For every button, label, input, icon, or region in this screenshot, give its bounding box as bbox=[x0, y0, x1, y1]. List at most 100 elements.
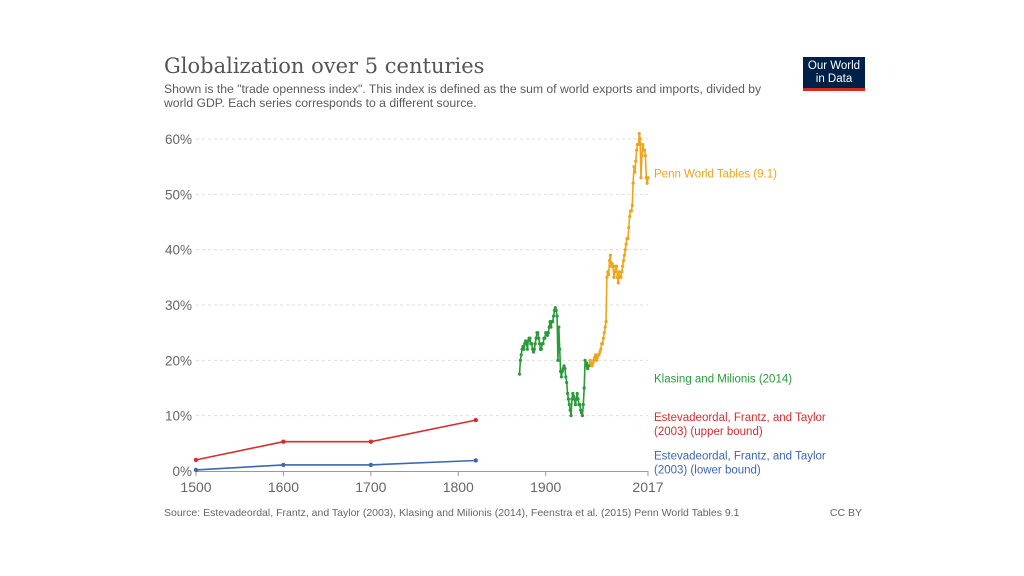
grid-lines bbox=[196, 138, 648, 417]
data-point bbox=[517, 372, 522, 376]
data-point bbox=[645, 181, 649, 185]
data-point bbox=[638, 137, 642, 141]
data-point bbox=[595, 355, 599, 360]
data-point bbox=[614, 264, 619, 268]
logo-line-1: Our World bbox=[807, 60, 861, 72]
data-point bbox=[581, 403, 585, 407]
data-point bbox=[597, 353, 601, 357]
data-point bbox=[572, 394, 576, 398]
data-point bbox=[528, 336, 532, 340]
data-point bbox=[546, 331, 550, 335]
data-point bbox=[642, 148, 647, 152]
data-point bbox=[571, 391, 575, 396]
data-point bbox=[641, 142, 645, 147]
data-point bbox=[594, 358, 599, 362]
data-point bbox=[543, 336, 547, 340]
data-point bbox=[570, 397, 574, 401]
axes: 0% 10% 20% 30% 40% 50% 60% 1500 1600 1700 1800 1900… bbox=[165, 132, 664, 495]
data-point bbox=[559, 375, 564, 379]
data-point bbox=[580, 414, 585, 418]
series-label: Estevadeordal, Frantz, and Taylor bbox=[654, 450, 826, 462]
data-point bbox=[626, 237, 630, 241]
data-point bbox=[368, 462, 374, 468]
data-point bbox=[524, 339, 528, 343]
data-point bbox=[281, 462, 286, 468]
data-point bbox=[566, 397, 571, 401]
y-tick-label: 40% bbox=[165, 243, 192, 258]
data-point bbox=[624, 242, 628, 246]
data-point bbox=[567, 403, 571, 407]
data-point bbox=[533, 342, 537, 346]
data-point bbox=[568, 408, 572, 412]
owid-logo[interactable]: Our World in Data bbox=[803, 57, 865, 91]
data-point bbox=[281, 439, 286, 444]
data-point bbox=[590, 364, 594, 368]
data-point bbox=[607, 272, 611, 277]
data-point bbox=[598, 350, 602, 354]
data-point bbox=[588, 358, 592, 362]
data-point bbox=[539, 347, 543, 351]
data-point bbox=[630, 203, 634, 207]
data-point bbox=[573, 403, 578, 407]
data-point bbox=[563, 367, 567, 371]
x-tick-label: 1900 bbox=[530, 479, 561, 495]
data-point bbox=[591, 361, 595, 365]
data-point bbox=[637, 131, 641, 136]
data-point bbox=[579, 411, 584, 415]
series-line bbox=[195, 419, 476, 461]
series-label: Klasing and Milionis (2014) bbox=[654, 373, 792, 385]
data-point bbox=[619, 275, 623, 279]
data-point bbox=[585, 361, 589, 365]
data-point bbox=[583, 358, 587, 362]
data-point bbox=[524, 342, 529, 346]
data-point bbox=[616, 281, 620, 285]
data-point bbox=[643, 154, 647, 158]
data-point bbox=[569, 414, 573, 418]
data-point bbox=[603, 325, 607, 329]
line-chart: 0% 10% 20% 30% 40% 50% 60% 1500 1600 1700 1800 1900… bbox=[165, 131, 826, 495]
series-labels: Penn World Tables (9.1) Klasing and Milio… bbox=[654, 169, 826, 477]
data-point bbox=[556, 358, 560, 362]
data-point bbox=[646, 176, 650, 180]
data-point bbox=[537, 342, 542, 346]
data-point bbox=[584, 364, 588, 368]
data-point bbox=[582, 386, 586, 390]
data-point bbox=[635, 148, 639, 152]
data-point bbox=[522, 347, 526, 351]
y-tick-label: 50% bbox=[165, 187, 192, 202]
x-tick-label: 1600 bbox=[268, 479, 299, 495]
data-point bbox=[636, 142, 640, 147]
license-link[interactable]: CC BY bbox=[829, 507, 862, 519]
data-point bbox=[593, 355, 597, 360]
data-point bbox=[473, 417, 478, 423]
data-point bbox=[615, 275, 620, 279]
data-point bbox=[586, 364, 591, 368]
series-label: Penn World Tables (9.1) bbox=[654, 169, 777, 181]
data-point bbox=[623, 248, 627, 252]
data-point bbox=[193, 467, 199, 473]
y-tick-label: 10% bbox=[165, 409, 192, 424]
y-tick-label: 20% bbox=[165, 353, 192, 368]
data-point bbox=[578, 403, 582, 407]
data-point bbox=[576, 397, 580, 401]
x-tick-label: 1500 bbox=[180, 479, 211, 495]
data-point bbox=[610, 261, 614, 266]
series-line bbox=[195, 459, 476, 471]
data-point bbox=[193, 457, 199, 463]
data-point bbox=[605, 275, 609, 279]
data-point bbox=[621, 264, 625, 268]
data-point bbox=[565, 391, 570, 396]
x-tick-label: 2017 bbox=[632, 479, 663, 495]
data-point bbox=[537, 336, 541, 340]
data-point bbox=[525, 347, 529, 351]
data-point bbox=[592, 358, 596, 362]
data-point bbox=[601, 336, 606, 340]
data-point bbox=[612, 275, 616, 279]
data-point bbox=[629, 209, 633, 213]
y-tick-label: 30% bbox=[165, 298, 192, 313]
data-point bbox=[633, 170, 637, 174]
series-label: (2003) (lower bound) bbox=[654, 464, 761, 476]
data-point bbox=[628, 214, 632, 219]
data-point bbox=[560, 369, 564, 373]
data-point bbox=[640, 154, 644, 158]
